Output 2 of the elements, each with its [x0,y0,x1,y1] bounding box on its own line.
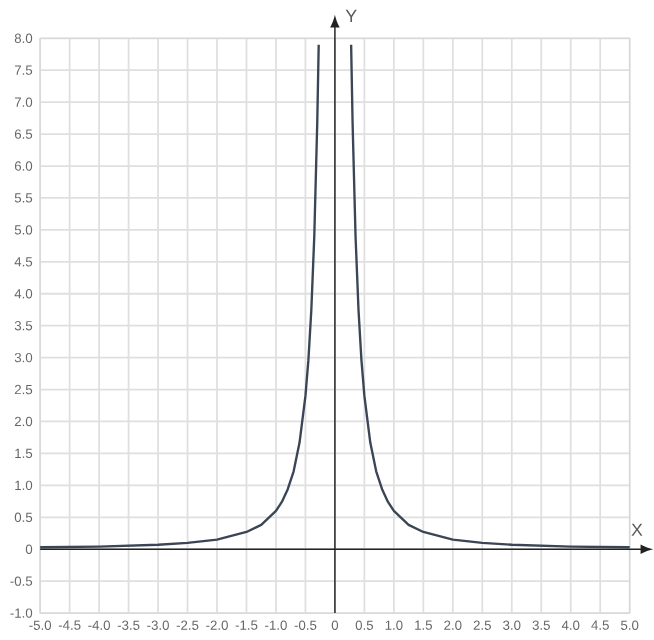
y-axis-title: Y [345,9,357,23]
x-axis-title: X [631,523,643,536]
